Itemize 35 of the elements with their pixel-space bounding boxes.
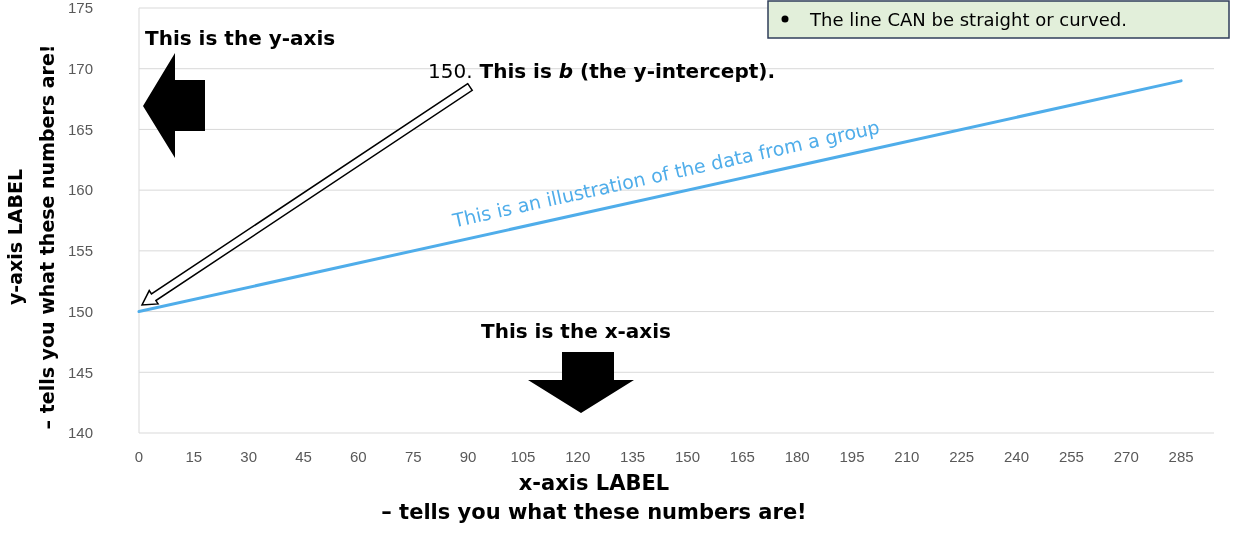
x-tick-label: 75 xyxy=(404,448,422,465)
y-tick-label: 165 xyxy=(67,120,93,138)
x-tick-label: 165 xyxy=(729,448,755,465)
x-tick-label: 210 xyxy=(894,448,920,465)
x-tick-label: 270 xyxy=(1113,448,1139,465)
annotation: 150. This is b (the y-intercept). xyxy=(428,59,776,83)
annotation: This is the x-axis xyxy=(481,319,672,343)
x-tick-label: 105 xyxy=(510,448,536,465)
y-tick-label: 175 xyxy=(67,0,93,17)
x-tick-label: 90 xyxy=(459,448,477,465)
text: This is an illustration of the data from a group xyxy=(449,115,882,232)
x-tick-label: 255 xyxy=(1058,448,1084,465)
x-tick-label: 45 xyxy=(295,448,312,465)
y-axis-title: y-axis LABEL – tells you what these numbers are! xyxy=(4,44,58,430)
x-tick-label: 60 xyxy=(350,448,367,465)
x-tick-label: 15 xyxy=(185,448,203,465)
x-tick-label: 120 xyxy=(565,448,591,465)
annotation: The line CAN be straight or curved. xyxy=(809,9,1127,30)
x-tick-label: 240 xyxy=(1004,448,1030,465)
x-tick-label: 135 xyxy=(620,448,646,465)
y-tick-label: 140 xyxy=(67,424,93,442)
y-tick-label: 150 xyxy=(67,302,93,320)
x-tick-label: 195 xyxy=(839,448,865,465)
y-tick-label: 145 xyxy=(67,363,93,381)
x-tick-label: 285 xyxy=(1168,448,1194,465)
x-axis-title: x-axis LABEL – tells you what these numbers are! xyxy=(381,471,807,524)
x-tick-label: 225 xyxy=(949,448,975,465)
y-tick-label: 170 xyxy=(67,59,93,77)
y-tick-label: 155 xyxy=(67,242,93,260)
x-tick-label: 0 xyxy=(134,448,144,465)
x-tick-label: 180 xyxy=(784,448,810,465)
x-tick-label: 30 xyxy=(240,448,258,465)
y-tick-label: 160 xyxy=(67,181,93,199)
x-tick-label: 150 xyxy=(674,448,700,465)
annotation: This is the y-axis xyxy=(145,26,336,50)
